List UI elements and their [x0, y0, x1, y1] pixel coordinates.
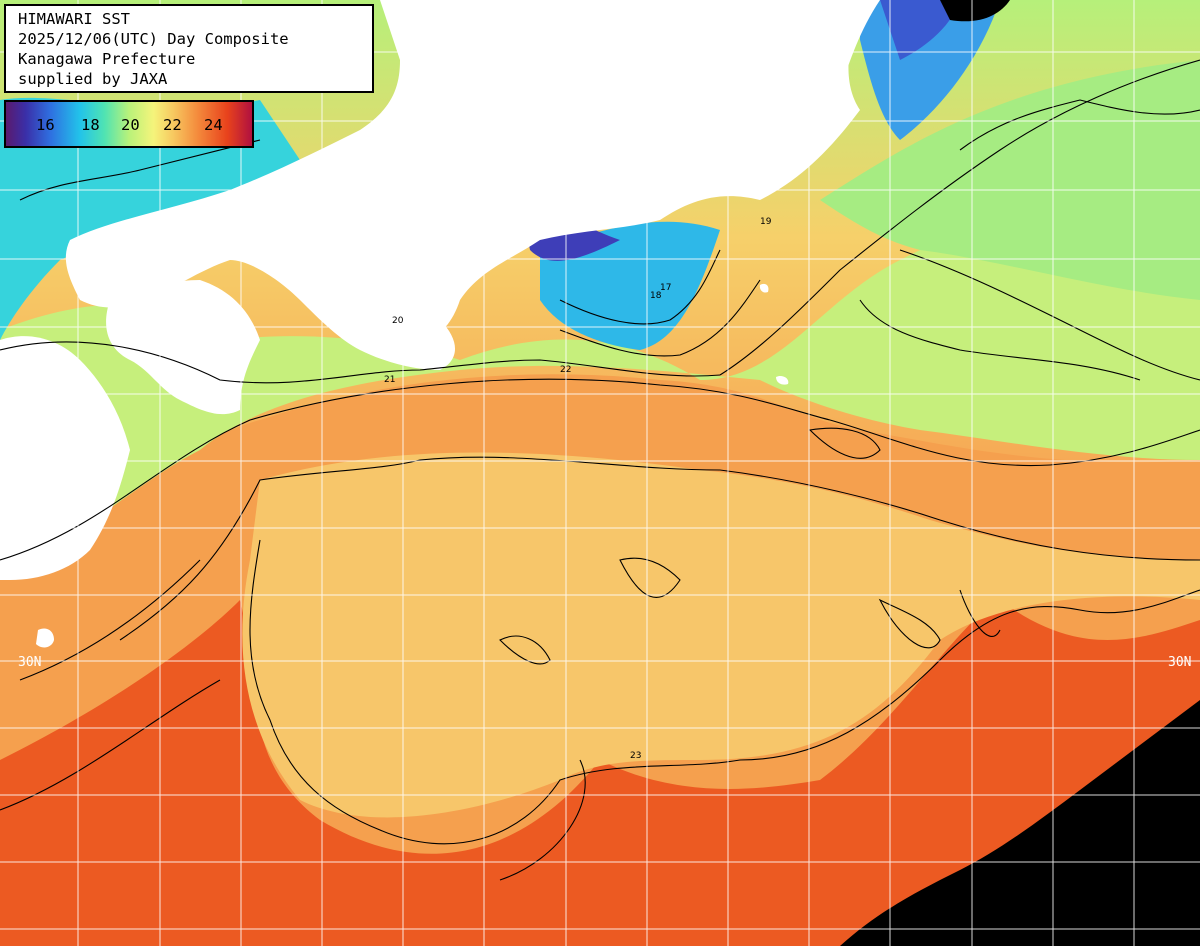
legend-tick-18: 18	[81, 116, 100, 134]
contour-label-22: 22	[560, 365, 571, 375]
title-box: HIMAWARI SST 2025/12/06(UTC) Day Composi…	[4, 4, 374, 93]
title-region: Kanagawa Prefecture	[18, 50, 196, 68]
legend-tick-16: 16	[36, 116, 55, 134]
hot-water-region	[0, 600, 1200, 946]
land-izu-island	[36, 628, 54, 648]
contour-label-17: 17	[660, 283, 671, 293]
land-islet-2	[776, 375, 789, 385]
legend-tick-22: 22	[163, 116, 182, 134]
title-date: 2025/12/06(UTC) Day Composite	[18, 30, 289, 48]
contour-label-19: 19	[760, 217, 772, 227]
cool-water-band	[0, 170, 1200, 570]
no-data-corner	[940, 0, 1010, 22]
color-scale-legend: 16 18 20 22 24	[4, 100, 254, 148]
isotherm-contours	[0, 59, 1200, 881]
legend-tick-24: 24	[204, 116, 223, 134]
title-credit: supplied by JAXA	[18, 70, 168, 88]
lat-label-30n-left: 30N	[18, 655, 41, 670]
mild-water-region	[242, 452, 1200, 818]
contour-label-18: 18	[650, 291, 662, 301]
green-water-ne	[820, 60, 1200, 300]
contour-label-21: 21	[384, 375, 395, 385]
contour-label-23: 23	[630, 751, 641, 761]
legend-tick-20: 20	[121, 116, 140, 134]
contour-value-labels: 17 18 19 20 21 22 23	[384, 217, 772, 761]
lon-label-136e: 136E	[479, 14, 494, 45]
land-kyushu	[0, 336, 130, 580]
inner-bay-water-3	[880, 0, 960, 60]
lat-label-30n-right: 30N	[1168, 655, 1191, 670]
no-data-region	[840, 700, 1200, 946]
contour-label-20: 20	[392, 316, 404, 326]
land-islet	[759, 283, 769, 293]
land-peninsula	[300, 255, 455, 370]
title-satellite: HIMAWARI SST	[18, 10, 130, 28]
